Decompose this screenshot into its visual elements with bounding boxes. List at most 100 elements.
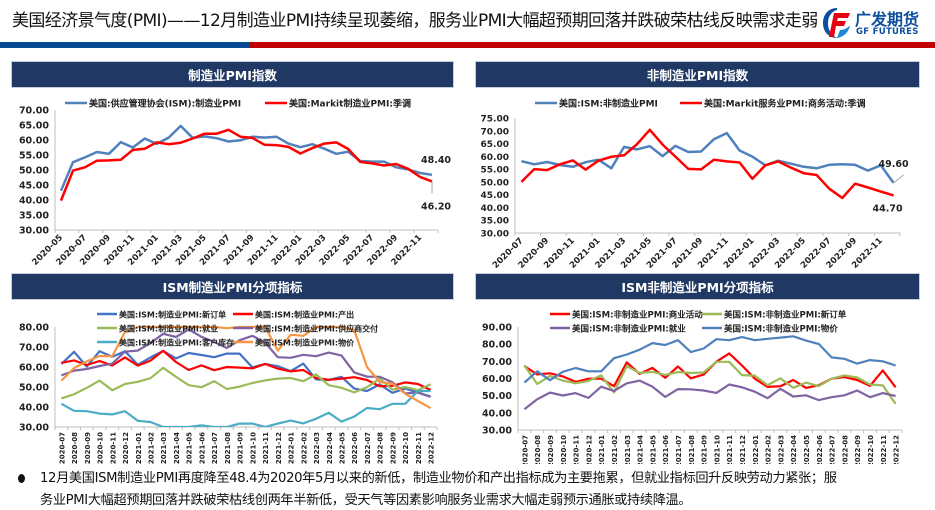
x-tick-label: 2021-10 bbox=[249, 432, 257, 464]
y-tick-label: 60.00 bbox=[19, 363, 49, 374]
x-tick-label: 2021-12 bbox=[275, 432, 283, 464]
y-tick-label: 50.00 bbox=[481, 178, 509, 188]
gf-logo-icon bbox=[823, 8, 850, 38]
x-tick-label: 2021-07 bbox=[675, 435, 683, 464]
x-tick-label: 2022-09 bbox=[389, 432, 397, 464]
y-tick-label: 30.00 bbox=[482, 426, 512, 437]
panel-header-non-manufacturing-pmi: 非制造业PMI指数 bbox=[475, 61, 920, 88]
x-tick-label: 2022-10 bbox=[867, 435, 875, 464]
legend-label: 美国:ISM:非制造业PMI bbox=[559, 98, 658, 110]
y-tick-label: 60.00 bbox=[482, 374, 512, 385]
panel-header-ism-non-manufacturing-components: ISM非制造业PMI分项指标 bbox=[475, 273, 920, 300]
y-tick-label: 50.00 bbox=[482, 391, 512, 402]
x-tick-label: 2022-12 bbox=[428, 432, 436, 464]
x-tick-label: 2022-03 bbox=[777, 435, 785, 464]
x-tick-label: 2021-10 bbox=[713, 435, 721, 464]
header-divider-blue bbox=[0, 42, 250, 48]
x-tick-label: 2021-03 bbox=[624, 435, 632, 464]
x-tick-label: 2020-10 bbox=[560, 435, 568, 464]
panel-title: 非制造业PMI指数 bbox=[646, 68, 749, 83]
legend-label: 美国:ISM:制造业PMI:就业 bbox=[119, 324, 218, 334]
x-tick-label: 2021-01 bbox=[135, 432, 143, 464]
x-tick-label: 2021-08 bbox=[688, 435, 696, 464]
x-tick-label: 2021-08 bbox=[224, 432, 232, 464]
manufacturing-pmi-chart: 30.00 35.00 40.00 45.00 50.00 55.00 60.00 65.00… bbox=[19, 98, 451, 268]
series-line bbox=[523, 379, 896, 411]
series-line bbox=[61, 349, 432, 391]
x-tick-label: 2020-07 bbox=[521, 435, 529, 464]
x-tick-label: 2020-11 bbox=[109, 432, 117, 464]
x-tick-label: 2021-06 bbox=[662, 435, 670, 464]
header-divider-red bbox=[250, 42, 935, 48]
legend-label: 美国:ISM:制造业PMI:新订单 bbox=[119, 310, 226, 320]
bullet-icon bbox=[18, 474, 25, 483]
y-tick-label: 30.00 bbox=[19, 423, 49, 434]
panel-title: ISM制造业PMI分项指标 bbox=[162, 280, 303, 295]
legend-label: 美国:ISM:非制造业PMI:就业 bbox=[572, 324, 686, 335]
x-tick-label: 2022-04 bbox=[790, 435, 798, 464]
x-tick-label: 2020-09 bbox=[84, 432, 92, 464]
x-tick-label: 2020-09 bbox=[547, 435, 555, 464]
series-line bbox=[523, 360, 897, 405]
legend-label: 美国:ISM:非制造业PMI:新订单 bbox=[724, 310, 847, 321]
x-tick-label: 2021-12 bbox=[739, 435, 747, 464]
y-tick-label: 60.00 bbox=[481, 153, 509, 163]
y-tick-label: 40.00 bbox=[19, 196, 49, 207]
panel-title: ISM非制造业PMI分项指标 bbox=[621, 280, 774, 295]
y-tick-label: 30.00 bbox=[19, 226, 49, 237]
y-tick-label: 80.00 bbox=[19, 323, 49, 334]
ism-non-manufacturing-components-chart: 30.00 40.00 50.00 60.00 70.00 80.00 90.00 2020-… bbox=[482, 310, 903, 464]
y-tick-label: 35.00 bbox=[19, 211, 49, 222]
legend-label: 美国:ISM:制造业PMI:产出 bbox=[255, 310, 354, 320]
x-tick-label: 2020-12 bbox=[585, 435, 593, 464]
logo-chinese-name: 广发期货 bbox=[855, 10, 920, 29]
legend-label: 美国:ISM:制造业PMI:客户库存 bbox=[119, 338, 234, 348]
y-tick-label: 70.00 bbox=[482, 357, 512, 368]
panel-header-ism-manufacturing-components: ISM制造业PMI分项指标 bbox=[11, 273, 454, 300]
x-tick-label: 2021-03 bbox=[160, 432, 168, 464]
x-tick-label: 2022-11 bbox=[415, 432, 423, 464]
x-tick-label: 2021-05 bbox=[649, 435, 657, 464]
x-tick-label: 2022-06 bbox=[816, 435, 824, 464]
data-label: 44.70 bbox=[873, 203, 903, 214]
y-tick-label: 45.00 bbox=[481, 191, 509, 201]
legend-label: 美国:Markit制造业PMI:季调 bbox=[289, 98, 411, 110]
y-tick-label: 80.00 bbox=[482, 340, 512, 351]
data-label: 46.20 bbox=[421, 201, 451, 212]
series-line bbox=[60, 349, 431, 398]
y-tick-label: 65.00 bbox=[19, 121, 49, 132]
data-label: 48.40 bbox=[421, 155, 451, 166]
x-tick-label: 2021-07 bbox=[211, 432, 219, 464]
y-tick-label: 40.00 bbox=[481, 204, 509, 214]
x-tick-label: 2022-03 bbox=[313, 432, 321, 464]
panel-header-manufacturing-pmi: 制造业PMI指数 bbox=[11, 61, 454, 88]
x-tick-label: 2020-12 bbox=[122, 432, 130, 464]
x-tick-label: 2020-11 bbox=[573, 435, 581, 464]
x-tick-label: 2021-09 bbox=[237, 432, 245, 464]
legend-label: 美国:ISM:非制造业PMI:商业活动 bbox=[572, 310, 703, 321]
page-title: 美国经济景气度(PMI)——12月制造业PMI持续呈现萎缩，服务业PMI大幅超预… bbox=[12, 11, 818, 31]
x-tick-label: 2022-11 bbox=[880, 435, 888, 464]
x-tick-label: 2021-11 bbox=[262, 432, 270, 464]
series-line bbox=[59, 124, 433, 192]
series-line bbox=[520, 128, 894, 200]
legend-label: 美国:ISM:制造业PMI:供应商交付 bbox=[255, 324, 378, 334]
legend-label: 美国:ISM:非制造业PMI:物价 bbox=[724, 324, 838, 335]
summary-text-line-2: 务业PMI大幅超预期回落并跌破荣枯线创两年半新低，受天气等因素影响服务业需求大幅… bbox=[40, 493, 692, 508]
y-tick-label: 70.00 bbox=[19, 106, 49, 117]
x-tick-label: 2021-02 bbox=[611, 435, 619, 464]
x-tick-label: 2022-05 bbox=[339, 432, 347, 464]
x-tick-label: 2022-10 bbox=[402, 432, 410, 464]
ism-manufacturing-components-chart: 30.00 40.00 50.00 60.00 70.00 80.00 2020-07 202… bbox=[19, 310, 438, 464]
x-tick-label: 2022-02 bbox=[300, 432, 308, 464]
series-line bbox=[523, 335, 896, 384]
series-line bbox=[60, 389, 431, 427]
x-tick-label: 2021-06 bbox=[198, 432, 206, 464]
y-tick-label: 40.00 bbox=[482, 408, 512, 419]
legend-label: 美国:Markit服务业PMI:商务活动:季调 bbox=[704, 98, 866, 110]
x-tick-label: 2022-09 bbox=[854, 435, 862, 464]
y-tick-label: 90.00 bbox=[482, 323, 512, 334]
data-label: 49.60 bbox=[879, 159, 909, 170]
x-tick-label: 2022-01 bbox=[288, 432, 296, 464]
y-tick-label: 35.00 bbox=[481, 217, 509, 227]
